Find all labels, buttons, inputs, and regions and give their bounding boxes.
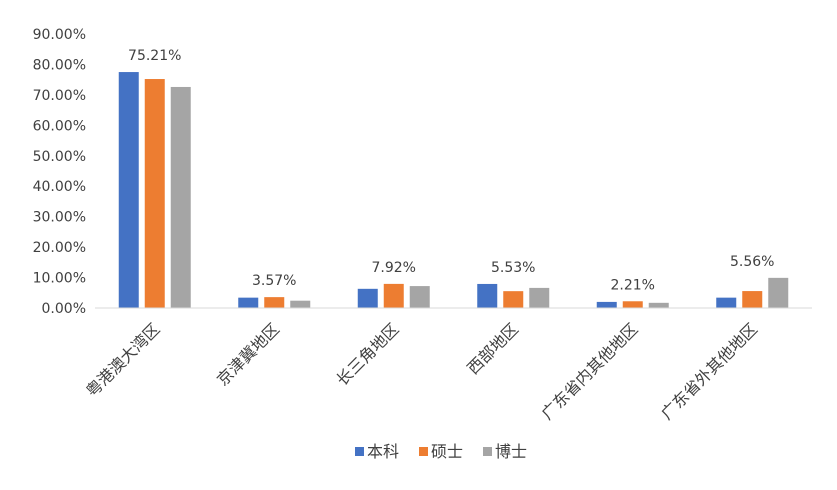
category-label: 粤港澳大湾区 <box>82 319 163 400</box>
bar <box>529 287 550 308</box>
y-tick-label: 30.00% <box>33 210 86 226</box>
bar <box>264 297 285 308</box>
y-tick-label: 50.00% <box>33 149 86 165</box>
data-label: 3.57% <box>252 273 296 289</box>
data-label: 5.56% <box>730 254 774 270</box>
legend-swatch <box>419 447 428 456</box>
y-axis: 0.00% 10.00% 20.00% 30.00% 40.00% 50.00% 60.00… <box>33 27 86 317</box>
y-tick-label: 60.00% <box>33 118 86 134</box>
bar <box>622 301 643 308</box>
bar <box>118 72 139 308</box>
category-label: 京津冀地区 <box>213 319 283 389</box>
bar <box>144 79 165 308</box>
data-label: 2.21% <box>611 277 655 293</box>
y-tick-label: 90.00% <box>33 27 86 43</box>
bar <box>238 297 259 308</box>
bars <box>118 72 789 309</box>
bar <box>768 277 789 308</box>
y-tick-label: 80.00% <box>33 57 86 73</box>
legend: 本科 硕士 博士 <box>355 442 527 461</box>
bar <box>742 291 763 308</box>
data-label: 7.92% <box>372 260 416 276</box>
y-tick-label: 40.00% <box>33 179 86 195</box>
bar <box>170 86 191 309</box>
legend-swatch <box>483 447 492 456</box>
bar <box>383 283 404 308</box>
bar <box>290 300 311 308</box>
category-label: 长三角地区 <box>333 319 403 389</box>
y-tick-label: 20.00% <box>33 240 86 256</box>
data-label: 75.21% <box>128 48 181 64</box>
bar <box>648 302 669 308</box>
bar <box>596 301 617 308</box>
category-label: 广东省外其他地区 <box>657 319 761 423</box>
data-label: 5.53% <box>491 260 535 276</box>
category-label: 广东省内其他地区 <box>538 319 642 423</box>
category-label: 西部地区 <box>463 319 522 378</box>
bar <box>503 291 524 308</box>
legend-swatch <box>355 447 364 456</box>
bar <box>357 288 378 308</box>
legend-label: 本科 <box>367 442 399 461</box>
y-tick-label: 10.00% <box>33 271 86 287</box>
x-axis: 粤港澳大湾区 京津冀地区 长三角地区 西部地区 广东省内其他地区 广东省外其他地区 <box>82 319 761 423</box>
bar <box>409 286 430 308</box>
y-tick-label: 0.00% <box>42 301 86 317</box>
y-tick-label: 70.00% <box>33 88 86 104</box>
legend-label: 博士 <box>495 442 527 461</box>
bar <box>716 297 737 308</box>
data-labels: 75.21% 3.57% 7.92% 5.53% 2.21% 5.56% <box>128 48 774 293</box>
legend-label: 硕士 <box>431 442 463 461</box>
bar <box>477 283 498 308</box>
